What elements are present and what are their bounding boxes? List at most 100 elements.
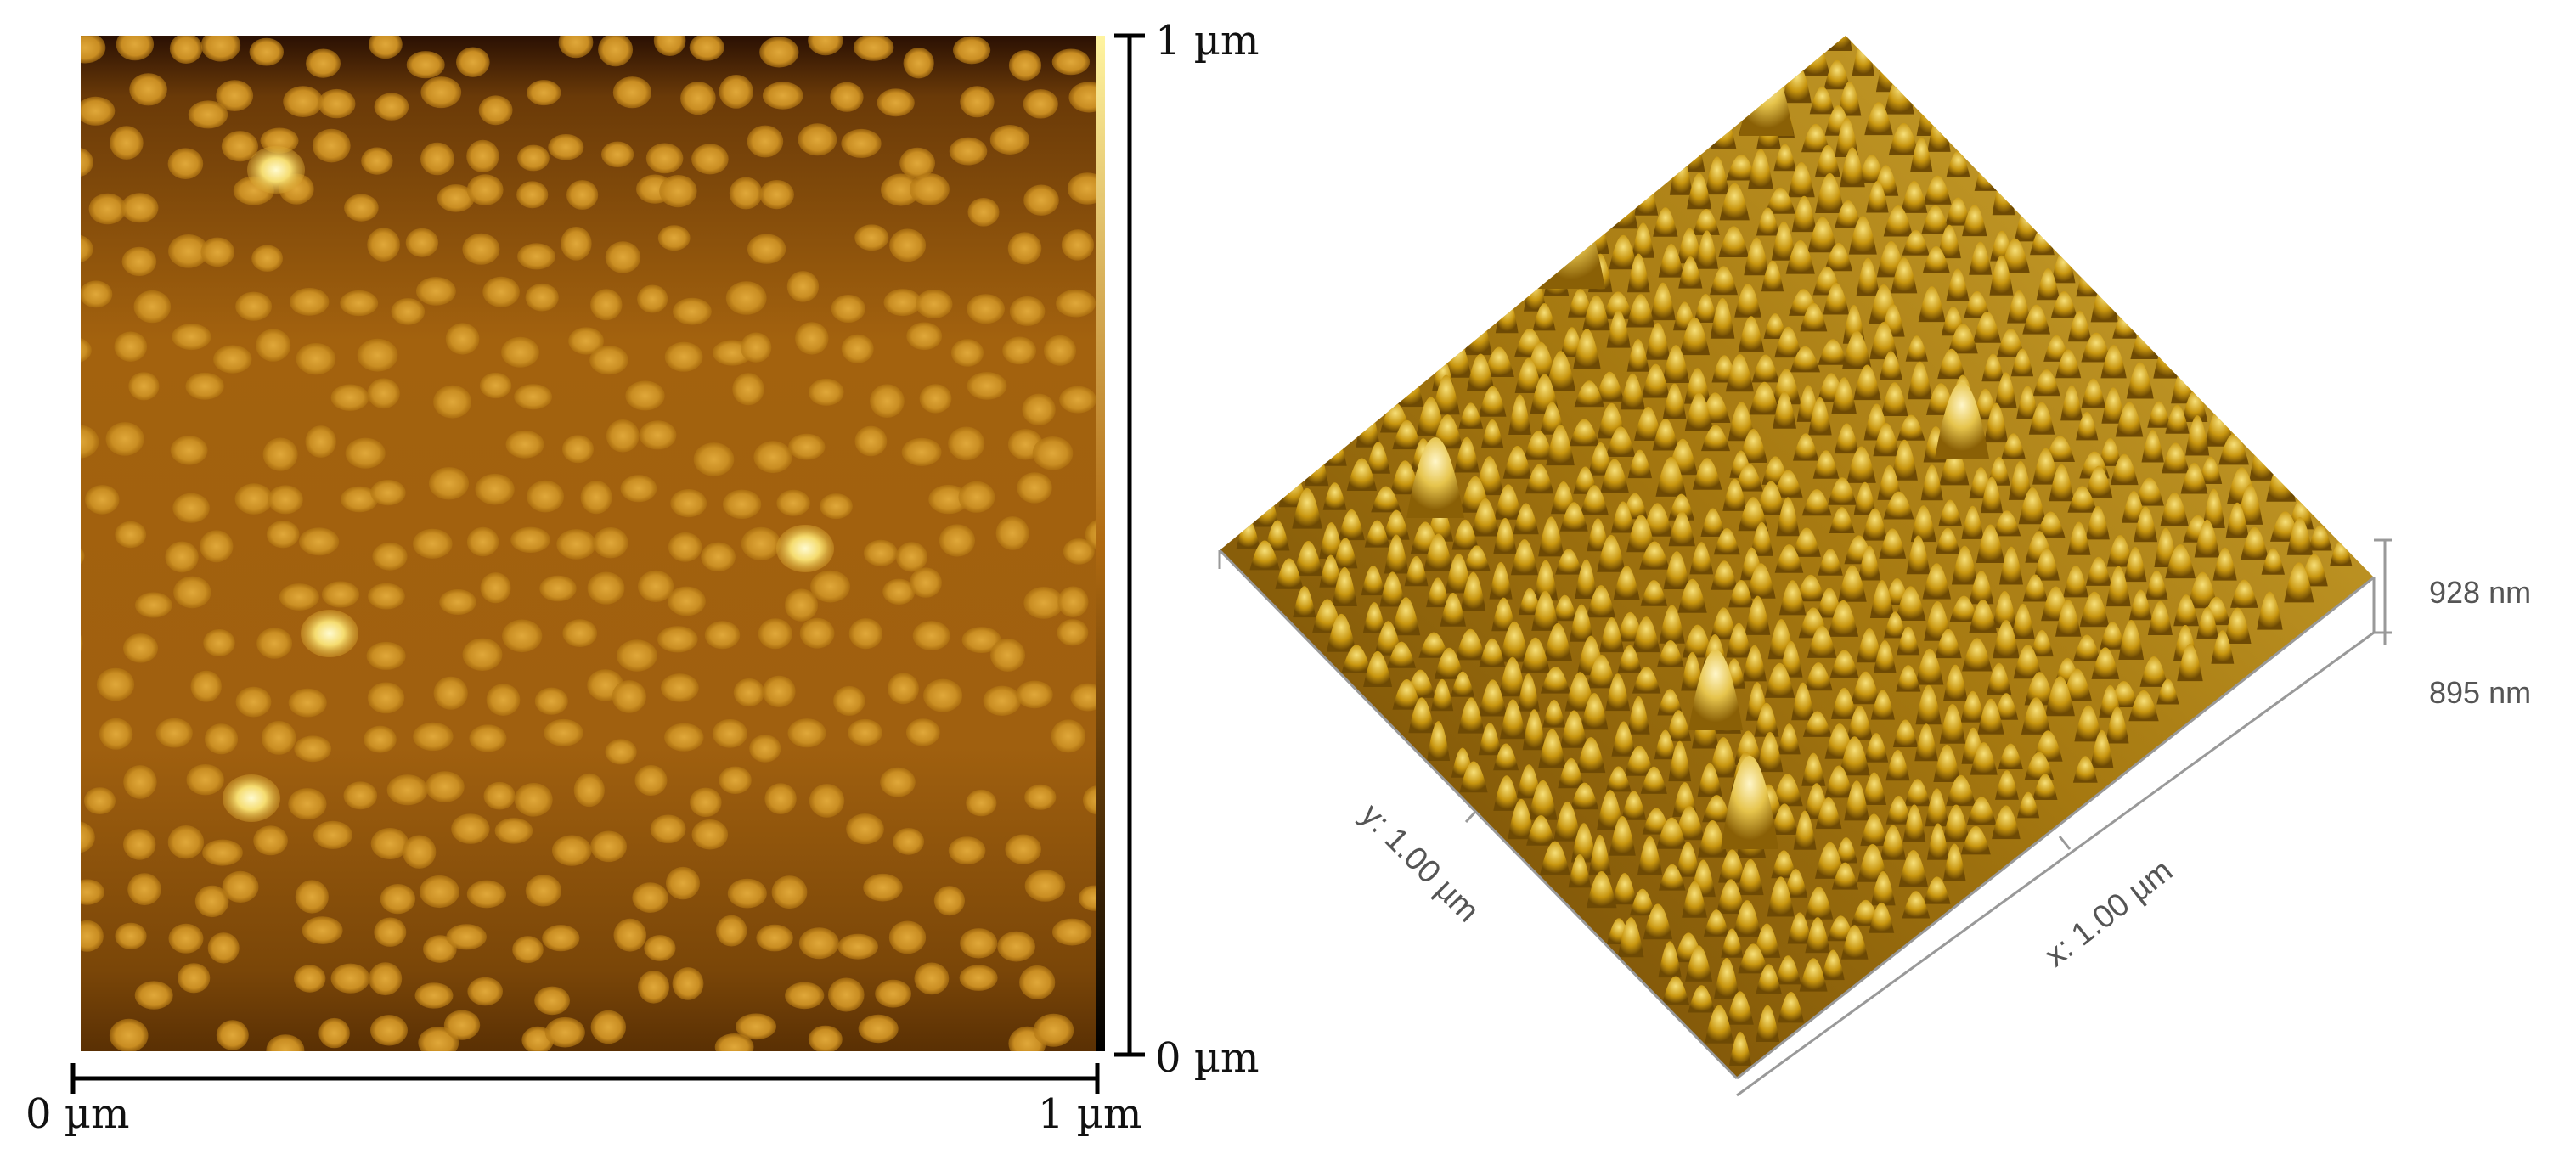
afm-grain <box>561 227 592 261</box>
afm-grain <box>995 516 1029 550</box>
surface-peak <box>1528 780 1558 820</box>
surface-peak <box>1603 291 1633 319</box>
surface-peak <box>1995 770 2019 800</box>
surface-peak <box>2134 477 2164 506</box>
surface-peak <box>1774 326 1802 358</box>
afm-grain <box>795 322 829 355</box>
surface-peak <box>1846 706 1873 740</box>
surface-peak <box>2067 521 2091 555</box>
surface-peak <box>2261 548 2285 575</box>
x-axis-start-label: 0 µm <box>25 1090 130 1138</box>
surface-peak <box>1702 795 1732 823</box>
afm-grain <box>989 125 1029 155</box>
surface-peak <box>1606 310 1631 348</box>
surface-peak <box>1728 580 1754 608</box>
afm-grain <box>664 723 704 752</box>
surface-peak <box>1362 602 1386 633</box>
surface-peak <box>1684 392 1713 431</box>
surface-peak <box>1697 819 1728 858</box>
surface-peak <box>1440 592 1466 627</box>
surface-peak <box>1831 377 1857 414</box>
surface-peak <box>1356 407 1380 448</box>
surface-peak <box>1800 302 1828 332</box>
surface-peak <box>1884 611 1907 639</box>
surface-peak <box>1533 560 1559 601</box>
afm-grain <box>949 137 988 166</box>
afm-grain <box>788 433 826 460</box>
surface-peak <box>1895 586 1926 621</box>
afm-grain <box>691 144 729 175</box>
surface-peak <box>1837 81 1862 116</box>
afm-grain <box>645 143 684 174</box>
afm-grain <box>527 80 561 106</box>
surface-peak <box>1682 624 1713 658</box>
surface-peak <box>1910 505 1936 543</box>
surface-peak <box>2286 517 2314 555</box>
surface-peak <box>1756 964 1782 994</box>
surface-peak <box>1870 690 1895 720</box>
surface-peak <box>1808 397 1832 436</box>
afm-grain <box>216 80 254 111</box>
surface-peak <box>2028 402 2055 435</box>
surface-peak <box>1942 843 1966 881</box>
afm-grain <box>883 289 922 317</box>
afm-grain <box>368 583 405 610</box>
afm-grain <box>1024 870 1066 902</box>
surface-peak <box>1838 565 1867 602</box>
afm-grain <box>667 586 706 616</box>
afm-grain <box>562 619 597 647</box>
surface-peak <box>1829 650 1859 678</box>
surface-peak <box>2180 463 2208 494</box>
surface-peak <box>1981 353 2004 382</box>
afm-grain <box>235 686 272 718</box>
surface-peak <box>1383 509 1410 540</box>
afm-grain <box>961 627 1001 653</box>
surface-peak <box>1304 449 1329 487</box>
afm-grain <box>544 718 583 746</box>
afm-grain <box>809 784 845 818</box>
surface-peak <box>1869 580 1895 618</box>
surface-peak <box>1824 765 1853 798</box>
surface-peak <box>1564 672 1596 712</box>
surface-peak <box>1879 351 1902 380</box>
afm-grain <box>605 739 637 765</box>
surface-peak <box>1896 665 1921 692</box>
afm-grain <box>268 485 303 515</box>
surface-peak <box>1937 348 1966 380</box>
afm-grain <box>510 526 550 553</box>
afm-grain <box>85 485 120 515</box>
surface-peak <box>1885 796 1912 825</box>
surface-peak <box>1826 36 1852 51</box>
afm-grain <box>525 875 562 907</box>
surface-peak <box>1627 253 1650 293</box>
afm-grain <box>601 141 634 167</box>
surface-peak <box>1907 361 1933 400</box>
surface-peak <box>1581 693 1609 730</box>
surface-peak <box>2101 387 2126 424</box>
surface-peak <box>1677 228 1703 264</box>
afm-grain <box>1033 1013 1074 1047</box>
surface-peak <box>2199 456 2223 484</box>
surface-peak <box>1677 578 1707 613</box>
surface-peak <box>2100 345 2127 379</box>
surface-peak <box>1292 487 1322 529</box>
surface-peak <box>1526 815 1556 846</box>
surface-peak <box>1853 364 1881 401</box>
afm-grain <box>912 621 950 650</box>
afm-grain <box>437 184 475 212</box>
surface-peak <box>1937 224 1961 259</box>
surface-peak <box>1922 563 1951 600</box>
surface-peak <box>1568 289 1593 318</box>
afm-grain <box>344 194 379 222</box>
afm-grain <box>482 1080 516 1113</box>
afm-grain <box>234 483 273 515</box>
surface-peak <box>1379 571 1406 607</box>
surface-peak <box>1897 626 1920 656</box>
afm-grain <box>612 76 652 109</box>
surface-peak <box>1607 189 1638 229</box>
surface-peak <box>1553 801 1581 842</box>
afm-bright-grain <box>301 610 358 657</box>
afm-grain <box>391 298 426 325</box>
surface-peak <box>1728 402 1756 442</box>
afm-grain <box>81 234 93 263</box>
